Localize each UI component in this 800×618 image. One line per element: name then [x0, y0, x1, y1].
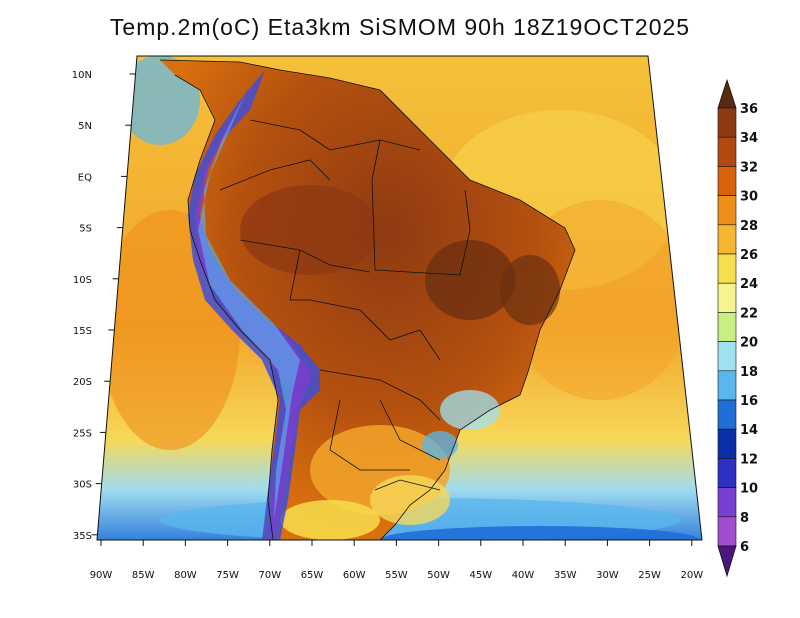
- colorbar-label: 28: [740, 219, 758, 234]
- colorbar: 36 34 32 30 28 26 24 22 20 18 16 14 12 10 8 6: [717, 78, 758, 578]
- latitude-axis: 10N 5N EQ 5S 10S 15S 20S 25S 30S 35S: [72, 70, 136, 542]
- lon-tick-label: 90W: [90, 570, 113, 581]
- colorbar-swatch: [717, 312, 737, 342]
- colorbar-label: 36: [740, 102, 758, 117]
- south-america-land: [160, 60, 575, 540]
- colorbar-swatch: [717, 166, 737, 196]
- colorbar-label: 30: [740, 190, 758, 205]
- country-borders: [159, 59, 576, 540]
- colorbar-swatch: [717, 107, 737, 138]
- colorbar-label: 16: [740, 394, 758, 409]
- colorbar-swatch: [717, 428, 737, 459]
- lat-tick-label: 10S: [73, 275, 92, 286]
- colorbar-swatch: [717, 253, 737, 284]
- colorbar-swatch: [717, 136, 737, 167]
- colorbar-swatch: [717, 458, 737, 488]
- lon-tick-label: 35W: [554, 570, 577, 581]
- lon-tick-label: 75W: [216, 570, 239, 581]
- colorbar-label: 12: [740, 452, 758, 467]
- colorbar-label: 24: [740, 277, 758, 292]
- lon-tick-label: 55W: [385, 570, 408, 581]
- colorbar-swatch: [717, 224, 737, 255]
- lon-tick-label: 20W: [680, 570, 703, 581]
- longitude-axis: 90W 85W 80W 75W 70W 65W 60W 55W 50W 45W 40W 35W 30W 2…: [90, 540, 703, 581]
- colorbar-label: 20: [740, 336, 758, 351]
- colorbar-swatch: [717, 516, 737, 547]
- lon-tick-label: 85W: [132, 570, 155, 581]
- lat-tick-label: 25S: [73, 428, 92, 439]
- lat-tick-label: 30S: [73, 480, 92, 491]
- chart-title: Temp.2m(oC) Eta3km SiSMOM 90h 18Z19OCT20…: [109, 14, 691, 40]
- lon-tick-label: 70W: [258, 570, 281, 581]
- lat-tick-label: 5N: [78, 121, 92, 132]
- colorbar-bottom-arrow: [717, 545, 737, 578]
- lon-tick-label: 50W: [427, 570, 450, 581]
- colorbar-top-arrow: [717, 78, 737, 109]
- colorbar-swatch: [717, 282, 737, 313]
- map-domain: [97, 56, 702, 540]
- colorbar-label: 34: [740, 131, 758, 146]
- lon-tick-label: 65W: [301, 570, 324, 581]
- lat-tick-label: 5S: [79, 224, 92, 235]
- colorbar-label: 14: [740, 423, 758, 438]
- lon-tick-label: 40W: [512, 570, 535, 581]
- colorbar-label: 22: [740, 306, 758, 321]
- lon-tick-label: 60W: [343, 570, 366, 581]
- colorbar-label: 6: [740, 540, 749, 555]
- domain-outline: [96, 55, 703, 541]
- colorbar-label: 26: [740, 248, 758, 263]
- colorbar-label: 32: [740, 160, 758, 175]
- lat-tick-label: 10N: [72, 70, 92, 81]
- colorbar-swatch: [717, 195, 737, 226]
- colorbar-swatch: [717, 370, 737, 401]
- colorbar-label: 18: [740, 365, 758, 380]
- lat-tick-label: EQ: [78, 172, 92, 183]
- lon-tick-label: 25W: [638, 570, 661, 581]
- colorbar-label: 8: [740, 511, 749, 526]
- lon-tick-label: 80W: [174, 570, 197, 581]
- lon-tick-label: 45W: [469, 570, 492, 581]
- lat-tick-label: 35S: [73, 531, 92, 542]
- colorbar-swatch: [717, 399, 737, 430]
- colorbar-swatch: [717, 341, 737, 372]
- lat-tick-label: 20S: [73, 377, 92, 388]
- lat-tick-label: 15S: [73, 326, 92, 337]
- colorbar-label: 10: [740, 482, 758, 497]
- lon-tick-label: 30W: [596, 570, 619, 581]
- colorbar-swatch: [717, 487, 737, 518]
